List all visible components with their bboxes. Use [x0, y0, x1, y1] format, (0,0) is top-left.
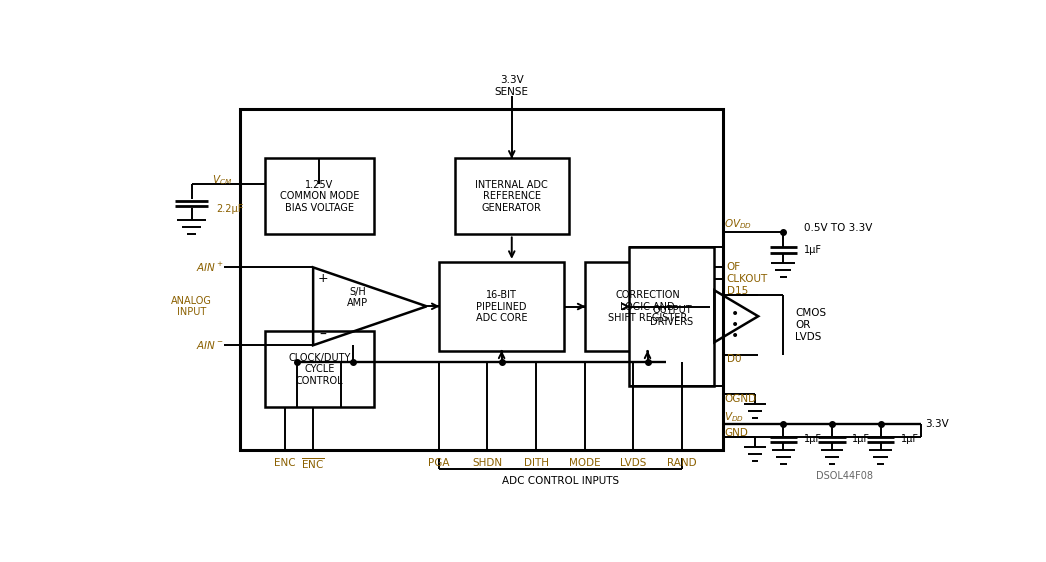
Text: 3.3V: 3.3V	[500, 75, 524, 85]
Text: $V_{DD}$: $V_{DD}$	[724, 411, 744, 424]
Text: PGA: PGA	[428, 459, 450, 468]
Text: D0: D0	[727, 353, 741, 364]
Text: •: •	[730, 307, 738, 321]
Text: 3.3V: 3.3V	[925, 419, 949, 429]
Text: $\overline{\mathrm{ENC}}$: $\overline{\mathrm{ENC}}$	[301, 456, 325, 471]
Text: •: •	[730, 318, 738, 332]
Text: CORRECTION
LOGIC AND
SHIFT REGISTER: CORRECTION LOGIC AND SHIFT REGISTER	[608, 290, 687, 323]
Text: SENSE: SENSE	[495, 87, 529, 97]
Text: •: •	[730, 329, 738, 343]
Text: ANALOG
INPUT: ANALOG INPUT	[172, 296, 212, 317]
Text: GND: GND	[724, 428, 748, 438]
Text: MODE: MODE	[569, 459, 600, 468]
Text: DITH: DITH	[524, 459, 548, 468]
Text: CLKOUT: CLKOUT	[727, 274, 768, 284]
Text: CLOCK/DUTY
CYCLE
CONTROL: CLOCK/DUTY CYCLE CONTROL	[288, 353, 350, 386]
Text: 1μF: 1μF	[852, 434, 870, 444]
FancyBboxPatch shape	[265, 158, 374, 234]
FancyBboxPatch shape	[241, 108, 723, 450]
Text: 1μF: 1μF	[803, 245, 821, 255]
Text: 1μF: 1μF	[901, 434, 918, 444]
Text: 1.25V
COMMON MODE
BIAS VOLTAGE: 1.25V COMMON MODE BIAS VOLTAGE	[279, 180, 359, 213]
Text: RAND: RAND	[667, 459, 697, 468]
Text: ADC CONTROL INPUTS: ADC CONTROL INPUTS	[502, 476, 619, 486]
Text: DSOL44F08: DSOL44F08	[816, 472, 872, 482]
Text: ENC: ENC	[274, 459, 296, 468]
Text: 2.2μF: 2.2μF	[215, 204, 244, 214]
Text: $AIN^-$: $AIN^-$	[196, 339, 224, 351]
FancyBboxPatch shape	[585, 262, 710, 351]
Text: SHDN: SHDN	[473, 459, 502, 468]
Text: OGND: OGND	[724, 395, 756, 404]
Text: $OV_{DD}$: $OV_{DD}$	[724, 217, 752, 231]
Text: –: –	[319, 328, 326, 342]
Text: D15: D15	[727, 286, 748, 296]
Text: S/H
AMP: S/H AMP	[347, 287, 368, 309]
FancyBboxPatch shape	[265, 332, 374, 407]
Text: 16-BIT
PIPELINED
ADC CORE: 16-BIT PIPELINED ADC CORE	[476, 290, 527, 323]
Text: $V_{CM}$: $V_{CM}$	[211, 173, 232, 187]
Text: OF: OF	[727, 261, 741, 271]
Text: INTERNAL ADC
REFERENCE
GENERATOR: INTERNAL ADC REFERENCE GENERATOR	[475, 180, 548, 213]
FancyBboxPatch shape	[455, 158, 569, 234]
Text: 0.5V TO 3.3V: 0.5V TO 3.3V	[803, 224, 872, 233]
Text: LVDS: LVDS	[620, 459, 646, 468]
Text: $AIN^+$: $AIN^+$	[196, 261, 224, 274]
Text: 1μF: 1μF	[803, 434, 821, 444]
Text: +: +	[318, 271, 328, 285]
FancyBboxPatch shape	[438, 262, 565, 351]
Text: OUTPUT
DRIVERS: OUTPUT DRIVERS	[651, 306, 693, 327]
Text: CMOS
OR
LVDS: CMOS OR LVDS	[795, 309, 826, 342]
FancyBboxPatch shape	[630, 247, 714, 386]
